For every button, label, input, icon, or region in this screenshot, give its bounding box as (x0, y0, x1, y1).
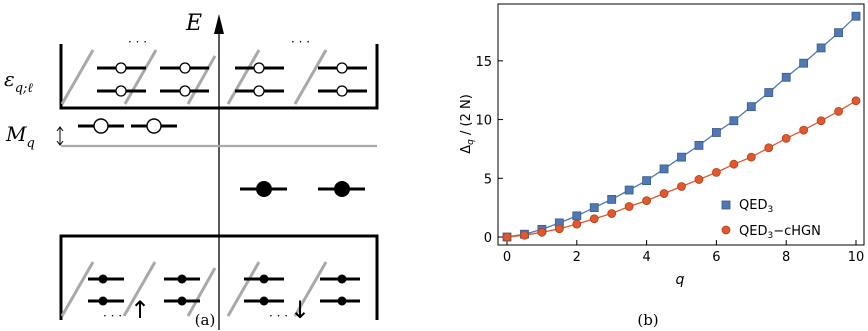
qed3-chgn-point (851, 96, 861, 106)
legend-marker-qed3 (721, 200, 731, 210)
qed3-point (659, 164, 669, 174)
qed3-chgn-point (764, 143, 774, 153)
legend-label-qed3: QED3 (739, 198, 773, 215)
hatch-bottom (60, 261, 328, 317)
qed3-chgn-point (624, 202, 634, 211)
qed3-point (851, 11, 861, 21)
legend-label-qed3-chgn: QED3−cHGN (739, 224, 821, 241)
valence-levels (88, 274, 360, 306)
panel-a-caption: (a) (195, 311, 216, 329)
conduction-band-box (59, 44, 379, 110)
epsilon-label: εq;ℓ (4, 67, 33, 96)
qed3-chgn-point (572, 219, 582, 229)
panel-b-chart: 0 2 4 6 8 10 0 5 10 15 QED3 QED3−cHGN q Δq / (2 N… (459, 3, 865, 329)
axis-ticks: 0 2 4 6 8 10 0 5 10 15 (475, 55, 864, 265)
qed3-point (746, 102, 756, 112)
y-tick-label: 0 (484, 231, 492, 246)
qed3-chgn-point (642, 196, 651, 205)
panel-b-caption: (b) (637, 311, 658, 329)
qed3-chgn-point (694, 175, 704, 184)
gap-levels-filled (240, 181, 365, 197)
qed3-chgn-point (712, 168, 721, 177)
qed3-point (781, 72, 791, 82)
qed3-point (624, 185, 634, 195)
qed3-point (607, 195, 617, 204)
conduction-levels (97, 62, 367, 97)
legend-marker-qed3-chgn (721, 225, 731, 235)
qed3-chgn-point (659, 189, 669, 198)
qed3-chgn-point (799, 125, 809, 135)
panel-a-diagram: E (4, 11, 379, 330)
data-markers (502, 11, 861, 242)
qed3-point (764, 88, 774, 97)
qed3-point (694, 140, 704, 150)
y-tick-label: 10 (475, 114, 492, 129)
energy-arrowhead (214, 14, 224, 34)
y-tick-label: 15 (475, 55, 492, 70)
fit-curve-1 (506, 100, 857, 238)
spin-up-arrow: ↑ (130, 296, 150, 324)
x-tick-label: 4 (642, 250, 650, 265)
valence-band-box (59, 234, 379, 320)
x-tick-label: 10 (848, 250, 865, 265)
qed3-chgn-point (834, 106, 843, 116)
y-axis-label: Δq / (2 N) (459, 94, 476, 154)
spin-down-arrow: ↓ (290, 296, 310, 324)
legend: QED3 QED3−cHGN (721, 198, 821, 241)
dots-top-left: · · · (128, 35, 147, 49)
x-tick-label: 8 (782, 250, 790, 265)
qed3-point (572, 211, 582, 221)
qed3-point (834, 28, 843, 38)
dots-bottom-left: · · · (103, 309, 122, 323)
dots-bottom-right: · · · (269, 309, 288, 323)
qed3-chgn-point (816, 116, 826, 126)
qed3-chgn-point (520, 230, 529, 240)
plot-frame (497, 3, 865, 246)
hatch-top (60, 49, 328, 105)
qed3-chgn-point (781, 133, 791, 143)
qed3-point (677, 152, 686, 162)
qed3-chgn-point (729, 159, 739, 169)
qed3-chgn-point (502, 232, 512, 242)
x-tick-label: 2 (573, 250, 581, 265)
qed3-point (642, 176, 651, 186)
qed3-chgn-point (554, 224, 564, 234)
dots-top-right: · · · (291, 35, 310, 49)
x-tick-label: 6 (712, 250, 720, 265)
x-axis-label: q (676, 272, 685, 288)
qed3-chgn-point (537, 227, 547, 237)
qed3-point (729, 116, 739, 126)
qed3-chgn-point (589, 214, 599, 224)
mass-gap-arrow (56, 126, 64, 146)
qed3-point (816, 43, 826, 53)
qed3-chgn-point (607, 209, 617, 218)
y-tick-label: 5 (484, 172, 492, 187)
mass-label: Mq (5, 122, 35, 151)
qed3-chgn-point (677, 182, 686, 191)
qed3-point (712, 128, 721, 137)
gap-levels-empty (78, 118, 177, 134)
qed3-point (799, 58, 809, 68)
x-tick-label: 0 (503, 250, 511, 265)
energy-label: E (185, 11, 202, 36)
qed3-chgn-point (746, 152, 756, 162)
qed3-point (589, 203, 599, 213)
